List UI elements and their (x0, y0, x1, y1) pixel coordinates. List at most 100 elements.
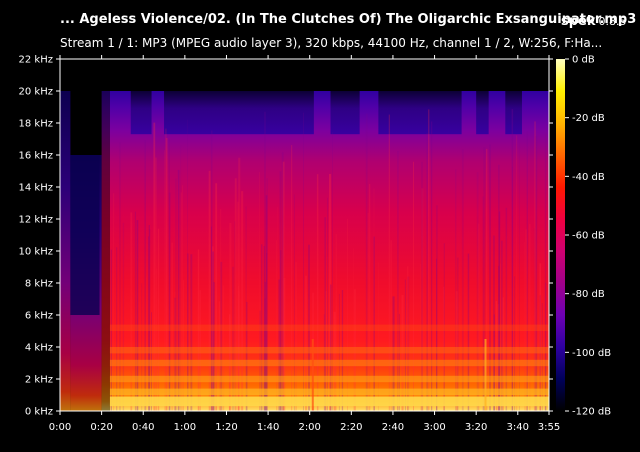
streak (113, 193, 115, 411)
stream-info: Stream 1 / 1: MP3 (MPEG audio layer 3), … (60, 36, 603, 50)
streak (153, 122, 156, 411)
streak (519, 141, 520, 411)
y-tick-label: 8 kHz (25, 279, 53, 290)
streak (232, 266, 234, 411)
streak (486, 148, 488, 411)
streak (482, 196, 485, 411)
streak (182, 185, 183, 411)
streak (180, 145, 182, 411)
streak (187, 253, 189, 411)
streak (148, 236, 149, 411)
streak (500, 263, 502, 411)
streak (164, 128, 167, 411)
streak (515, 135, 518, 412)
streak (526, 131, 528, 412)
x-tick-label: 3:20 (465, 422, 487, 433)
streak (130, 212, 133, 411)
streak (497, 304, 500, 411)
streak (498, 211, 501, 411)
streak (210, 279, 213, 411)
streak (388, 114, 390, 411)
y-tick-label: 12 kHz (19, 215, 53, 226)
streak (347, 218, 348, 411)
colorbar: 0 dB -20 dB -40 dB -60 dB -80 dB -100 dB -120 … (556, 55, 611, 418)
streak (378, 262, 379, 411)
streak (283, 277, 286, 411)
streak (324, 217, 326, 411)
streak (276, 240, 277, 411)
streak (165, 138, 168, 411)
streak (455, 169, 457, 411)
colorbar-tick-label: -80 dB (572, 289, 605, 300)
streak (373, 188, 375, 411)
streak (421, 161, 423, 411)
streak (264, 281, 266, 411)
streak (266, 253, 268, 411)
colorbar-tick-label: 0 dB (572, 55, 595, 66)
streak (110, 249, 112, 411)
colorbar-tick-label: -40 dB (572, 172, 605, 183)
y-tick-label: 16 kHz (19, 151, 53, 162)
streak (183, 280, 184, 411)
streak (332, 132, 333, 411)
streak (263, 246, 265, 411)
streak (212, 246, 214, 411)
app-name: spek (561, 14, 596, 29)
streak (280, 250, 282, 411)
streak (303, 112, 304, 411)
y-axis: 0 kHz 2 kHz 4 kHz 6 kHz 8 kHz 10 kHz 12 kHz 14 … (19, 55, 553, 418)
colorbar-gradient (556, 59, 565, 411)
low-band-4 (109, 347, 549, 354)
streak (119, 142, 121, 411)
y-tick-label: 20 kHz (19, 87, 53, 98)
colorbar-tick-label: -100 dB (572, 348, 611, 359)
streak (295, 262, 297, 411)
streak (197, 249, 200, 411)
streak (327, 197, 328, 411)
low-band-3 (109, 359, 549, 367)
streak (541, 303, 543, 411)
streak (190, 254, 193, 411)
streak (175, 178, 177, 411)
streak (498, 265, 500, 411)
quiet-top-0 (130, 91, 152, 135)
streak (476, 172, 479, 411)
colorbar-tick-label: -20 dB (572, 113, 605, 124)
y-tick-label: 6 kHz (25, 311, 53, 322)
streak (305, 275, 308, 411)
streak (136, 220, 139, 411)
low-band-5 (109, 324, 549, 331)
streak (544, 133, 547, 411)
app-brand: spek 0.8.5 (561, 12, 627, 30)
streak (261, 244, 263, 411)
streak (539, 263, 542, 411)
streak (326, 256, 328, 411)
streak (461, 149, 464, 411)
streak (220, 208, 222, 411)
streak (524, 241, 525, 411)
streak (246, 301, 248, 411)
streak (156, 268, 158, 411)
colorbar-tick-label: -60 dB (572, 231, 605, 242)
x-tick-label: 1:00 (174, 422, 196, 433)
streak (498, 164, 500, 411)
y-tick-label: 22 kHz (19, 55, 53, 66)
streak (187, 119, 188, 411)
streak (369, 183, 371, 411)
streak (335, 234, 337, 411)
streak (212, 251, 214, 411)
streak (149, 229, 151, 411)
streak (218, 301, 221, 411)
streak (234, 221, 236, 411)
streak (426, 133, 428, 411)
streak (404, 279, 406, 411)
streak (544, 282, 547, 411)
streak (367, 212, 370, 411)
low-band-2 (109, 375, 549, 383)
x-axis: 0:00 0:20 0:40 1:00 1:20 1:40 2:00 2:20 2:40 3:00… (49, 55, 560, 433)
streak (237, 201, 239, 411)
streak (171, 242, 174, 411)
streak (168, 139, 170, 411)
streak (373, 236, 375, 411)
streak (265, 195, 268, 411)
